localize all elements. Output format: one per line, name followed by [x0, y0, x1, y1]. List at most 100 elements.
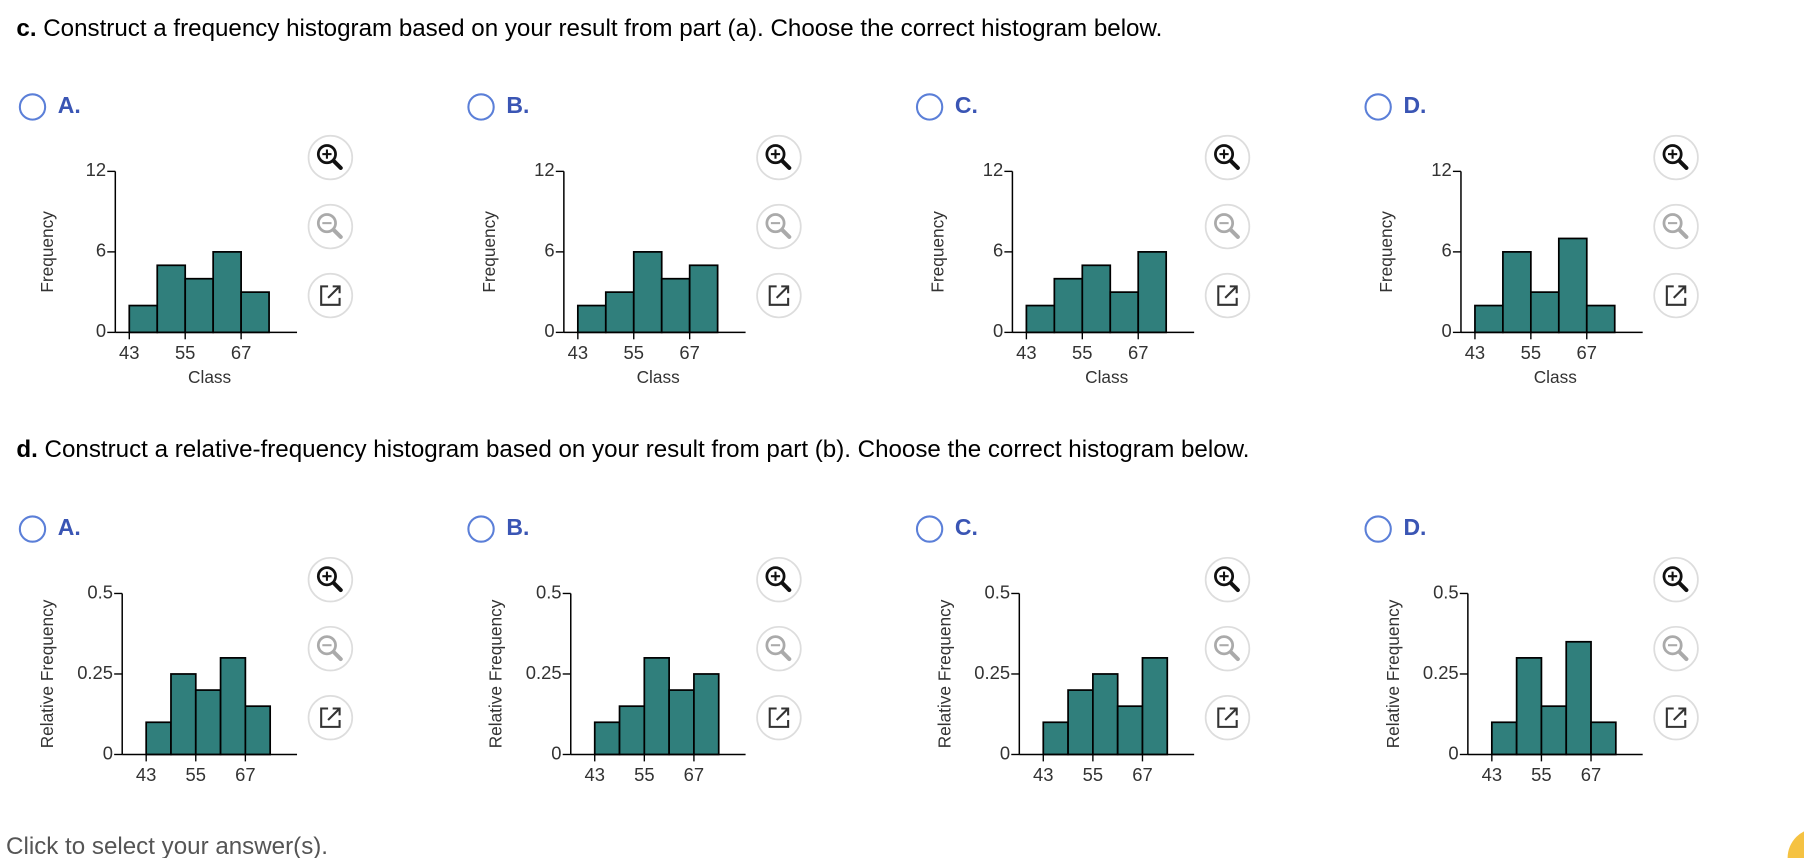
radio-button[interactable] [467, 515, 495, 543]
zoom-out-button[interactable] [307, 625, 354, 672]
icon-bg [1653, 625, 1699, 672]
open-window-button[interactable] [756, 272, 802, 319]
radio-button[interactable] [1364, 93, 1392, 121]
x-axis-title: Class [1534, 367, 1577, 387]
radio-button[interactable] [915, 515, 944, 543]
histogram-bar [593, 721, 621, 756]
icon-lens [765, 635, 786, 656]
option-letter[interactable]: D. [1403, 92, 1426, 118]
option-letter[interactable]: B. [506, 92, 529, 118]
radio-button[interactable] [467, 93, 495, 121]
icon-bg [756, 556, 802, 603]
zoom-in-button[interactable] [307, 134, 354, 181]
option-letter[interactable]: A. [58, 92, 81, 118]
y-axis-title: Frequency [927, 211, 947, 293]
zoom-in-button[interactable] [756, 134, 802, 181]
part-label: d. [16, 436, 37, 463]
y-tick-label: 0 [1000, 742, 1010, 763]
icon-handle [1677, 228, 1689, 239]
zoom-in-button[interactable] [1653, 556, 1699, 603]
histogram-bar [1557, 237, 1588, 334]
option-letter[interactable]: D. [1403, 514, 1426, 540]
histogram-bar [643, 657, 670, 756]
histogram-bar [1116, 705, 1144, 756]
y-tick-label: 0.5 [536, 581, 562, 602]
x-tick-label: 67 [1128, 342, 1148, 363]
radio-button[interactable] [1364, 515, 1392, 543]
zoom-out-button[interactable] [1653, 203, 1699, 250]
x-tick-label: 67 [684, 764, 704, 785]
histogram-bar [618, 705, 646, 756]
icon-lens [765, 566, 786, 587]
open-window-button[interactable] [307, 694, 354, 741]
option-letter[interactable]: C. [955, 92, 978, 118]
y-tick-label: 0 [544, 320, 554, 341]
zoom-in-button[interactable] [307, 556, 354, 603]
zoom-out-button[interactable] [1204, 625, 1251, 672]
icon-bg [1653, 134, 1699, 181]
y-axis-title: Relative Frequency [934, 599, 954, 748]
icon-lens [1214, 635, 1235, 656]
x-tick-label: 43 [568, 342, 588, 363]
icon-bg [756, 203, 802, 250]
histogram-bar [1529, 291, 1560, 334]
zoom-out-button[interactable] [1653, 625, 1699, 672]
y-axis-title: Frequency [1376, 211, 1396, 293]
footer-hint: Click to select your answer(s). [6, 833, 328, 858]
icon-arrow [775, 285, 790, 299]
y-tick-label: 0 [96, 320, 106, 341]
x-tick-label: 67 [231, 342, 251, 363]
y-tick-label: 0 [1448, 742, 1458, 763]
histogram-bar [688, 264, 719, 334]
icon-lens [1662, 635, 1683, 656]
icon-handle [780, 581, 792, 593]
zoom-in-button[interactable] [1653, 134, 1699, 181]
zoom-in-button[interactable] [1204, 134, 1251, 181]
icon-lens [1662, 566, 1683, 587]
x-tick-label: 43 [1016, 342, 1036, 363]
x-tick-label: 55 [624, 342, 644, 363]
option-letter[interactable]: B. [506, 514, 529, 540]
open-window-button[interactable] [1204, 694, 1251, 741]
icon-box [320, 707, 341, 728]
icon-lens [316, 213, 337, 234]
y-tick-label: 12 [1431, 159, 1451, 180]
radio-button[interactable] [915, 93, 944, 121]
open-window-button[interactable] [307, 272, 354, 319]
prompt-text: Construct a frequency histogram based on… [43, 15, 1162, 42]
radio-button[interactable] [18, 93, 47, 121]
icon-handle [331, 159, 343, 170]
radio-button[interactable] [18, 515, 47, 543]
x-tick-label: 67 [679, 342, 699, 363]
zoom-in-button[interactable] [1204, 556, 1251, 603]
icon-handle [780, 650, 792, 662]
zoom-out-button[interactable] [1204, 203, 1251, 250]
icon-bg [1204, 556, 1251, 603]
y-tick-label: 0 [103, 742, 113, 763]
help-badge[interactable] [1787, 828, 1804, 858]
histogram-bar [1137, 251, 1168, 334]
open-window-button[interactable] [1204, 272, 1251, 319]
icon-box [1217, 707, 1238, 728]
zoom-in-button[interactable] [756, 556, 802, 603]
open-window-button[interactable] [756, 694, 802, 741]
y-tick-label: 0.5 [87, 581, 113, 602]
option-letter[interactable]: A. [58, 514, 81, 540]
option-letter[interactable]: C. [955, 514, 978, 540]
y-tick-label: 0.25 [974, 662, 1010, 683]
histogram-bar [170, 673, 197, 756]
x-axis-title: Class [188, 367, 231, 387]
open-window-button[interactable] [1653, 694, 1699, 741]
zoom-out-button[interactable] [756, 203, 802, 250]
histogram-bar [184, 277, 215, 334]
x-axis-title: Class [637, 367, 680, 387]
zoom-out-button[interactable] [307, 203, 354, 250]
histogram-bar [693, 673, 720, 756]
y-tick-label: 0 [993, 320, 1003, 341]
zoom-out-button[interactable] [756, 625, 802, 672]
histogram-bar [668, 689, 695, 756]
icon-handle [331, 581, 343, 593]
y-tick-label: 6 [1442, 240, 1452, 261]
open-window-button[interactable] [1653, 272, 1699, 319]
histogram-bar [1025, 304, 1056, 334]
